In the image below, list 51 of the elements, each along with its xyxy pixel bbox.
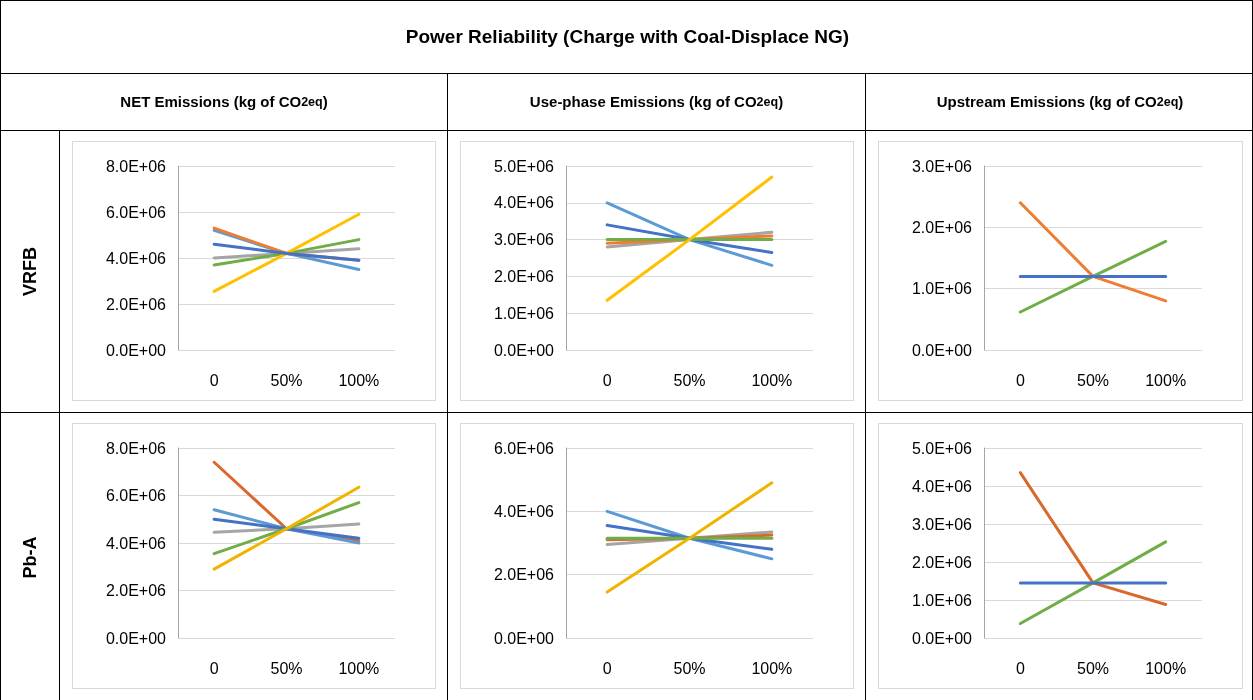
- y-tick-label: 2.0E+06: [105, 582, 167, 599]
- y-tick-label: 4.0E+06: [493, 502, 555, 520]
- y-tick-label: 4.0E+06: [911, 477, 973, 495]
- y-tick-label: 0.0E+00: [105, 341, 167, 359]
- y-tick-label: 3.0E+06: [911, 515, 973, 533]
- y-tick-label: 6.0E+06: [493, 439, 555, 457]
- x-tick-label: 100%: [338, 371, 380, 389]
- y-tick-label: 2.0E+06: [105, 295, 167, 313]
- y-tick-label: 3.0E+06: [493, 231, 555, 249]
- y-tick-label: 8.0E+06: [105, 439, 167, 457]
- x-tick-label: 100%: [1145, 659, 1187, 677]
- y-tick-label: 4.0E+06: [493, 194, 555, 212]
- y-tick-label: 6.0E+06: [105, 487, 167, 504]
- y-tick-label: 0.0E+00: [911, 341, 973, 359]
- x-tick-label: 50%: [673, 659, 706, 677]
- x-tick-label: 100%: [338, 659, 380, 677]
- y-tick-label: 4.0E+06: [105, 534, 167, 552]
- text: Power Reliability (Charge with Coal-Displace NG): [1, 1, 1253, 74]
- x-tick-label: 0: [1015, 371, 1025, 389]
- x-tick-label: 0: [1015, 659, 1025, 677]
- y-tick-label: 2.0E+06: [911, 553, 973, 571]
- y-tick-label: 4.0E+06: [105, 249, 167, 267]
- y-tick-label: 5.0E+06: [493, 157, 555, 175]
- y-tick-label: 0.0E+00: [493, 629, 555, 647]
- y-tick-label: 3.0E+06: [911, 157, 973, 175]
- y-tick-label: 2.0E+06: [493, 566, 555, 584]
- y-tick-label: 1.0E+06: [911, 280, 973, 298]
- x-tick-label: 50%: [270, 371, 303, 389]
- x-tick-label: 50%: [270, 659, 303, 677]
- x-tick-label: 0: [602, 371, 612, 389]
- y-tick-label: 0.0E+00: [911, 629, 973, 647]
- y-tick-label: 1.0E+06: [911, 591, 973, 609]
- x-tick-label: 0: [209, 659, 219, 677]
- y-tick-label: 8.0E+06: [105, 157, 167, 175]
- y-tick-label: 1.0E+06: [493, 304, 555, 322]
- y-tick-label: 0.0E+00: [105, 629, 167, 647]
- x-tick-label: 100%: [751, 371, 793, 389]
- x-tick-label: 100%: [751, 659, 793, 677]
- x-tick-label: 50%: [1076, 371, 1110, 389]
- y-tick-label: 2.0E+06: [493, 267, 555, 285]
- x-tick-label: 50%: [1076, 659, 1110, 677]
- y-tick-label: 6.0E+06: [105, 203, 167, 221]
- y-axis-title: VRFB: [19, 247, 41, 296]
- x-tick-label: 0: [602, 659, 612, 677]
- x-tick-label: 50%: [673, 371, 706, 389]
- x-tick-label: 100%: [1145, 371, 1187, 389]
- y-tick-label: 0.0E+00: [493, 341, 555, 359]
- y-tick-label: 5.0E+06: [911, 439, 973, 457]
- y-tick-label: 2.0E+06: [911, 218, 973, 236]
- y-axis-title: Pb-A: [19, 536, 41, 578]
- x-tick-label: 0: [209, 371, 219, 389]
